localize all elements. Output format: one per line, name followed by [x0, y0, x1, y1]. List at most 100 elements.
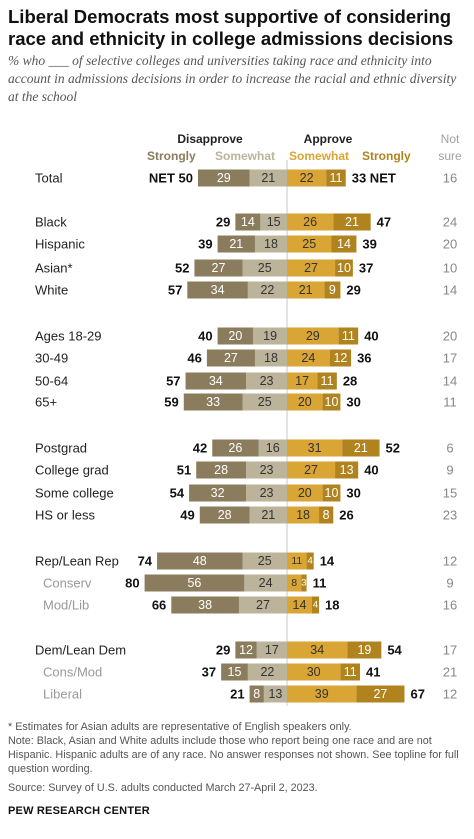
- bar-disapprove-strongly: [249, 685, 264, 703]
- net-approve: 52: [386, 441, 400, 456]
- bar-approve-strongly: [319, 506, 334, 524]
- data-label-disapprove-somewhat: 21: [261, 171, 275, 185]
- chart-subtitle: % who ___ of selective colleges and univ…: [8, 53, 457, 104]
- net-approve: 28: [343, 374, 357, 389]
- not-sure-value: 21: [443, 665, 457, 680]
- net-approve: 40: [364, 463, 378, 478]
- not-sure-value: 11: [443, 395, 457, 410]
- bar-approve-strongly: [326, 169, 346, 187]
- bar-approve-strongly: [301, 574, 307, 592]
- bar-disapprove-strongly: [157, 552, 243, 570]
- data-label-approve-somewhat: 24: [301, 351, 315, 365]
- net-disapprove: 46: [187, 351, 201, 366]
- bar-approve-somewhat: [287, 596, 312, 614]
- not-sure-value: 17: [443, 643, 457, 658]
- data-label-disapprove-somewhat: 17: [265, 643, 279, 657]
- data-label-disapprove-strongly: 48: [193, 554, 207, 568]
- bar-approve-strongly: [335, 259, 353, 277]
- net-disapprove: 52: [175, 261, 189, 276]
- bar-approve-somewhat: [287, 461, 336, 479]
- bar-approve-strongly: [356, 685, 405, 703]
- bar-approve-somewhat: [287, 484, 323, 502]
- data-label-disapprove-somewhat: 22: [260, 665, 274, 679]
- net-approve: 39: [362, 237, 376, 252]
- data-label-disapprove-somewhat: 21: [261, 508, 275, 522]
- row-label-65-: 65+: [35, 395, 57, 410]
- bar-approve-somewhat: [287, 235, 332, 253]
- net-approve: 37: [359, 261, 373, 276]
- bar-disapprove-somewhat: [256, 641, 287, 659]
- bar-disapprove-somewhat: [246, 484, 287, 502]
- net-disapprove: 42: [193, 441, 207, 456]
- bar-approve-strongly: [317, 372, 337, 390]
- data-label-disapprove-strongly: 27: [212, 261, 226, 275]
- data-label-approve-somewhat: 27: [304, 463, 318, 477]
- data-label-approve-somewhat: 25: [302, 237, 316, 251]
- data-label-disapprove-somewhat: 23: [260, 374, 274, 388]
- row-label-white: White: [35, 283, 68, 298]
- header-approve: Approve: [303, 132, 353, 146]
- net-disapprove: NET 50: [149, 171, 193, 186]
- bar-disapprove-somewhat: [253, 327, 287, 345]
- bar-approve-somewhat: [287, 574, 302, 592]
- data-label-approve-somewhat: 34: [310, 643, 324, 657]
- bar-disapprove-strongly: [217, 327, 254, 345]
- data-label-disapprove-somewhat: 25: [258, 395, 272, 409]
- bar-disapprove-somewhat: [249, 506, 287, 524]
- net-disapprove: 66: [152, 598, 166, 613]
- not-sure-value: 12: [443, 554, 457, 569]
- net-disapprove: 29: [216, 215, 230, 230]
- bar-disapprove-somewhat: [242, 552, 287, 570]
- net-approve: 41: [366, 665, 380, 680]
- data-label-approve-somewhat: 22: [300, 171, 314, 185]
- net-disapprove: 54: [170, 486, 185, 501]
- bar-disapprove-strongly: [185, 372, 247, 390]
- bar-disapprove-strongly: [183, 393, 243, 411]
- header-approve-strongly: Strongly: [362, 149, 411, 163]
- net-disapprove: 29: [216, 643, 230, 658]
- bar-disapprove-strongly: [144, 574, 245, 592]
- not-sure-value: 9: [446, 576, 453, 591]
- bar-disapprove-strongly: [171, 596, 239, 614]
- row-label-total: Total: [35, 171, 63, 186]
- bar-approve-strongly: [338, 327, 359, 345]
- net-approve: 14: [320, 554, 335, 569]
- data-label-disapprove-somewhat: 25: [258, 261, 272, 275]
- row-label-black: Black: [35, 215, 67, 230]
- bar-approve-strongly: [324, 281, 341, 299]
- data-label-approve-strongly: 11: [344, 665, 357, 679]
- row-label-liberal: Liberal: [43, 687, 82, 702]
- row-label-hispanic: Hispanic: [35, 237, 85, 252]
- bar-disapprove-somewhat: [260, 213, 287, 231]
- data-label-approve-strongly: 4: [313, 600, 318, 611]
- bar-disapprove-somewhat: [242, 259, 287, 277]
- bar-disapprove-somewhat: [246, 372, 287, 390]
- net-disapprove: 21: [230, 687, 244, 702]
- header-disapprove-somewhat: Somewhat: [215, 149, 276, 163]
- bar-approve-somewhat: [287, 641, 348, 659]
- header-approve-somewhat: Somewhat: [289, 149, 350, 163]
- data-label-disapprove-strongly: 8: [253, 687, 260, 701]
- not-sure-value: 16: [443, 171, 457, 186]
- not-sure-value: 6: [446, 441, 453, 456]
- data-label-approve-strongly: 10: [325, 486, 339, 500]
- bar-approve-somewhat: [287, 439, 343, 457]
- bar-approve-somewhat: [287, 213, 334, 231]
- data-label-disapprove-strongly: 21: [229, 237, 243, 251]
- data-label-approve-strongly: 11: [321, 374, 334, 388]
- row-label-college-grad: College grad: [35, 463, 109, 478]
- brand-logo-text: PEW RESEARCH CENTER: [8, 805, 150, 817]
- net-approve: 11: [313, 576, 327, 591]
- bar-approve-somewhat: [287, 281, 325, 299]
- header-disapprove-strongly: Strongly: [147, 149, 196, 163]
- net-disapprove: 74: [138, 554, 153, 569]
- bar-approve-somewhat: [287, 393, 323, 411]
- data-label-disapprove-strongly: 14: [241, 215, 255, 229]
- bar-disapprove-strongly: [212, 439, 259, 457]
- net-approve: 30: [346, 486, 360, 501]
- bar-disapprove-strongly: [217, 235, 255, 253]
- data-label-disapprove-strongly: 28: [214, 463, 228, 477]
- not-sure-value: 17: [443, 351, 457, 366]
- bar-approve-strongly: [306, 552, 314, 570]
- net-approve: 30: [346, 395, 360, 410]
